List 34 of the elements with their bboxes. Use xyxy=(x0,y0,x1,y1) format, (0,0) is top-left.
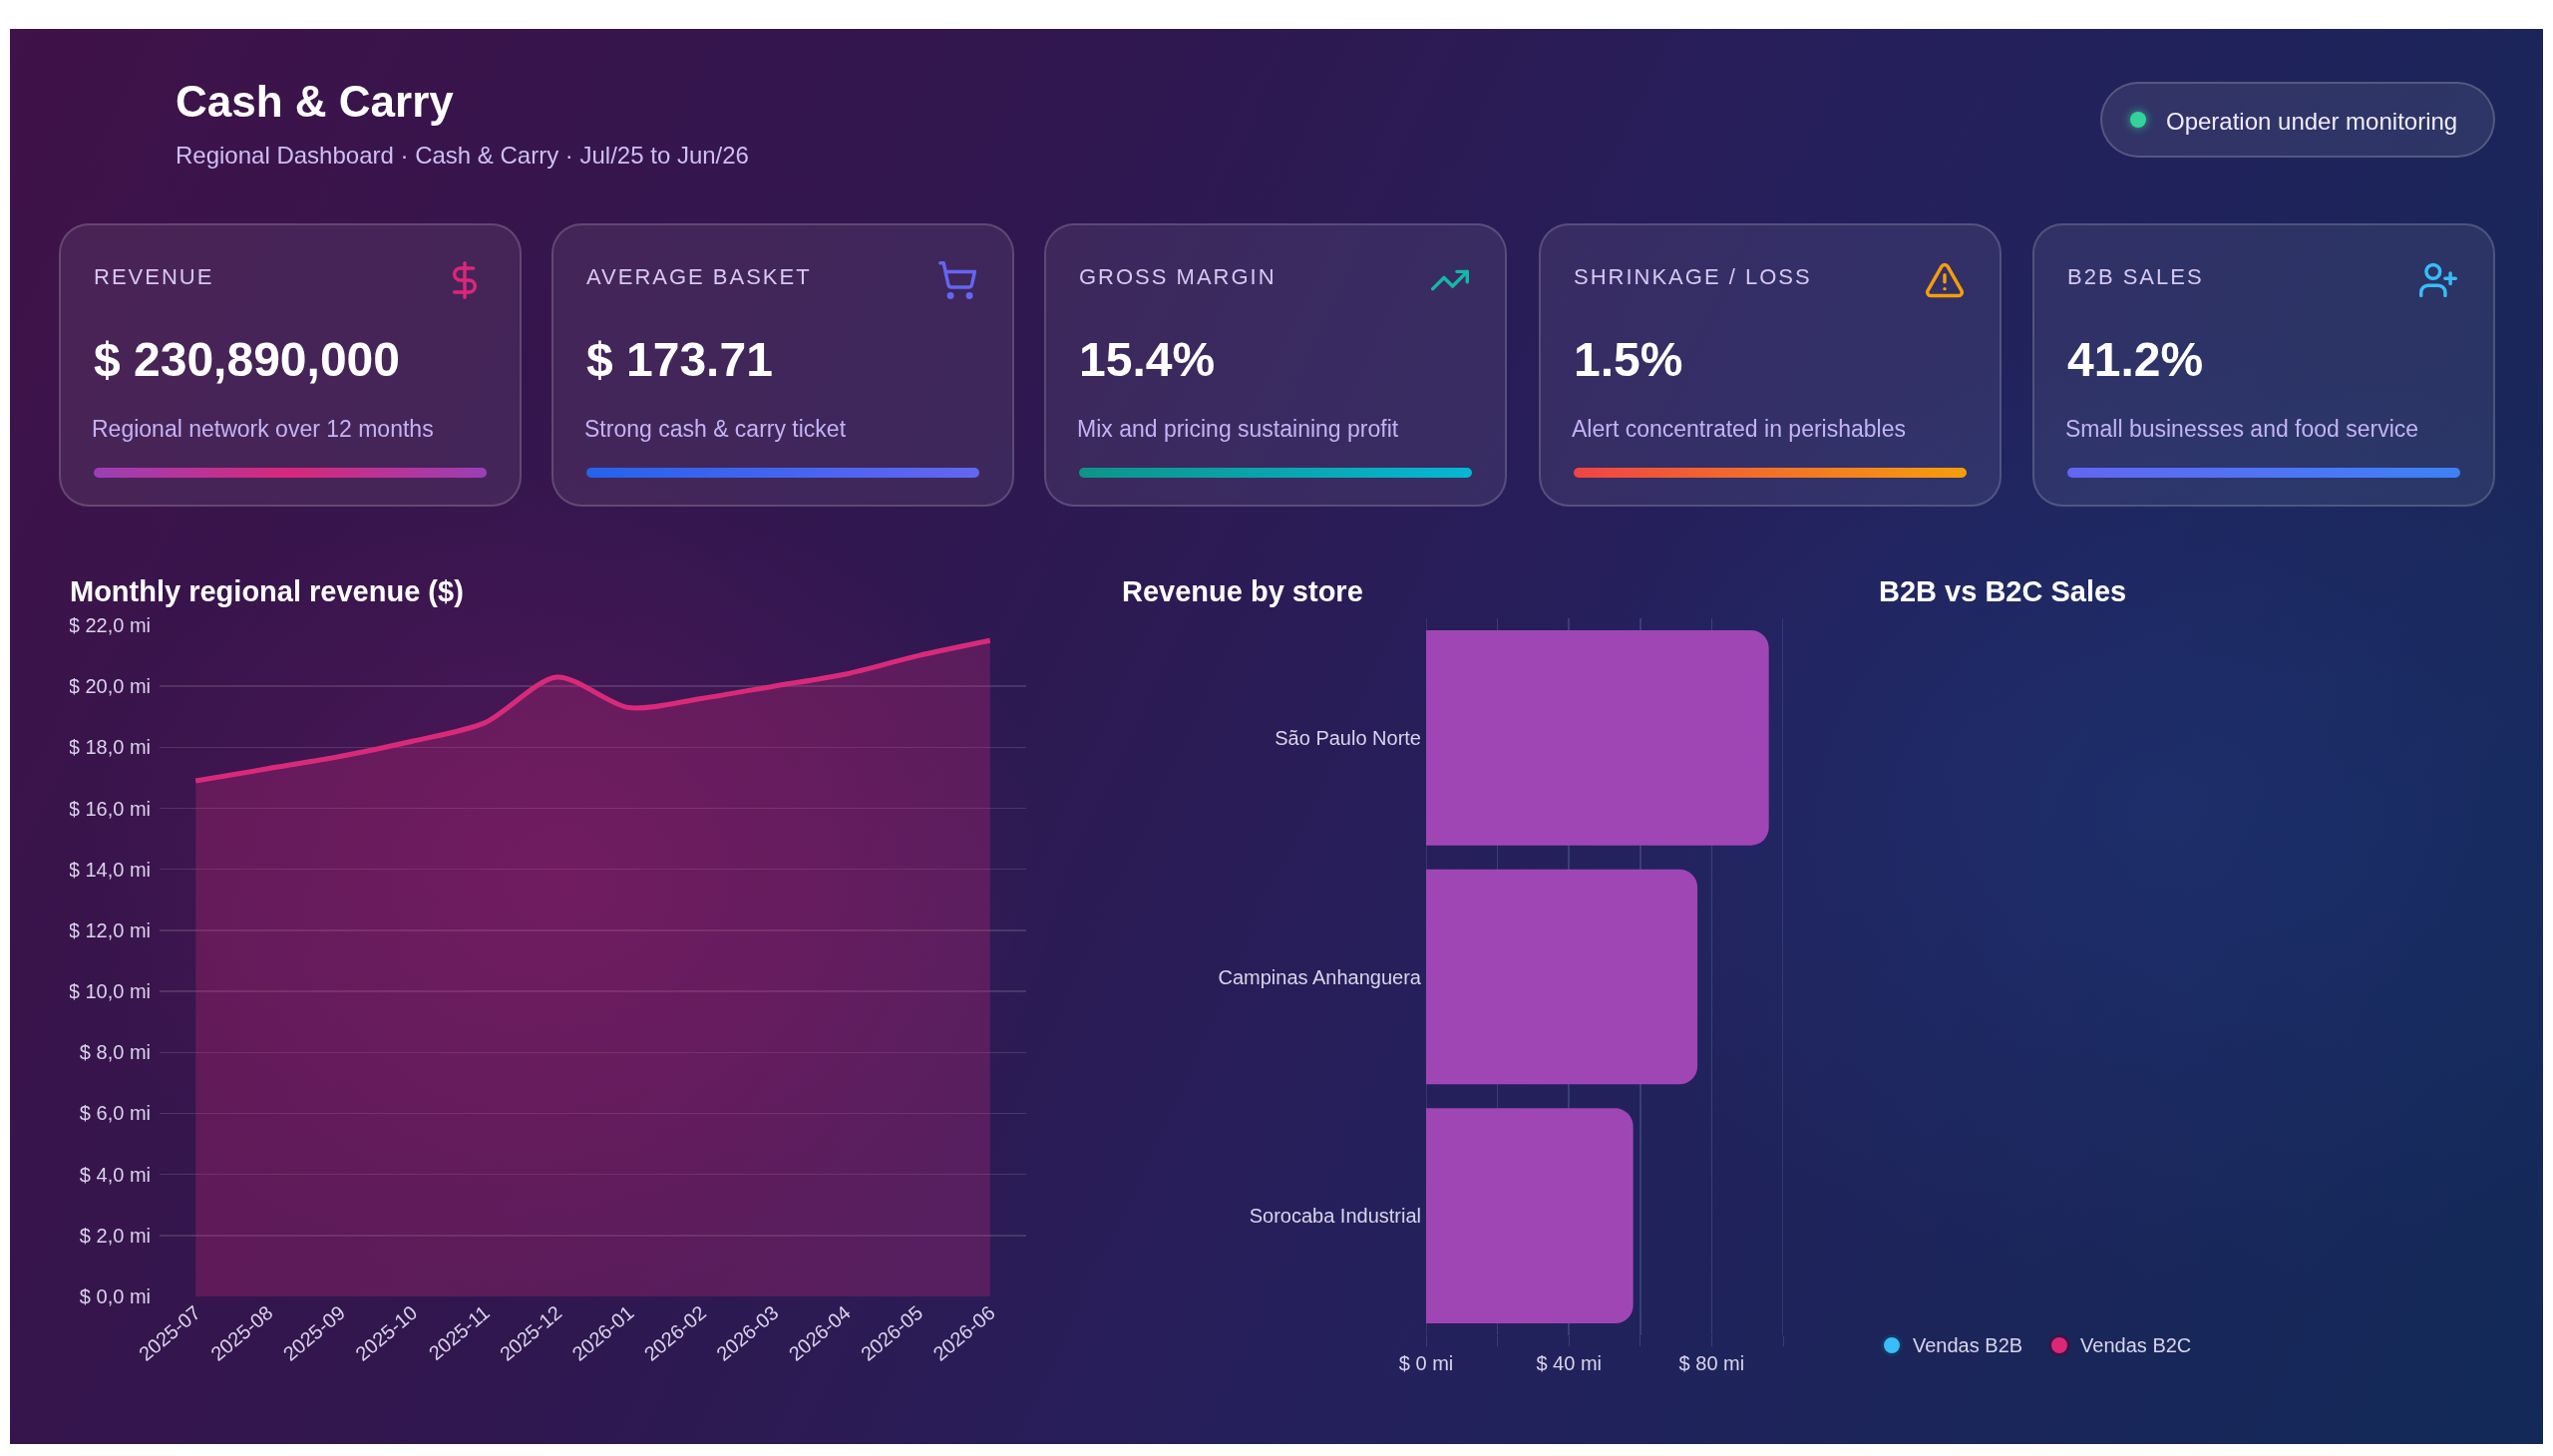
y-tick-label: $ 8,0 mi xyxy=(79,1041,151,1064)
y-tick-label: $ 4,0 mi xyxy=(79,1163,151,1186)
text: $ 230,890,000 xyxy=(94,332,400,388)
y-tick-label: Campinas Anhanguera xyxy=(1218,965,1422,988)
text: Alert concentrated in perishables xyxy=(1572,415,1906,443)
x-tick-label: $ 80 mi xyxy=(1678,1352,1745,1374)
text: AVERAGE BASKET xyxy=(586,264,812,290)
text: GROSS MARGIN xyxy=(1079,264,1276,290)
y-tick-label: $ 2,0 mi xyxy=(79,1224,151,1247)
text: Vendas B2C xyxy=(2080,1333,2192,1357)
text: Cash & Carry xyxy=(176,76,454,128)
y-tick-label: São Paulo Norte xyxy=(1275,726,1421,749)
y-tick-label: $ 0,0 mi xyxy=(79,1285,151,1307)
chart-title: Revenue by store xyxy=(1122,575,1363,608)
text: 15.4% xyxy=(1079,332,1216,388)
text: Strong cash & carry ticket xyxy=(584,415,847,443)
text: $ 173.71 xyxy=(586,332,773,388)
text: Small businesses and food service xyxy=(2065,415,2419,443)
text: Mix and pricing sustaining profit xyxy=(1077,415,1399,443)
text: SHRINKAGE / LOSS xyxy=(1574,264,1812,290)
text: Regional network over 12 months xyxy=(92,415,434,443)
y-tick-label: $ 6,0 mi xyxy=(79,1102,151,1125)
text: Vendas B2B xyxy=(1913,1333,2023,1357)
chart-title: Monthly regional revenue ($) xyxy=(70,575,464,608)
text: 41.2% xyxy=(2067,332,2204,388)
text: Operation under monitoring xyxy=(2166,107,2458,136)
text: 1.5% xyxy=(1574,332,1683,388)
y-tick-label: Sorocaba Industrial xyxy=(1249,1205,1421,1228)
text: Regional Dashboard · Cash & Carry · Jul/25 to Jun/26 xyxy=(176,141,749,170)
text: B2B vs B2C Sales xyxy=(1879,574,2127,609)
x-tick-label: $ 40 mi xyxy=(1536,1352,1602,1374)
text: REVENUE xyxy=(94,264,214,290)
text: B2B SALES xyxy=(2067,264,2204,290)
x-tick-label: $ 0 mi xyxy=(1398,1352,1454,1374)
